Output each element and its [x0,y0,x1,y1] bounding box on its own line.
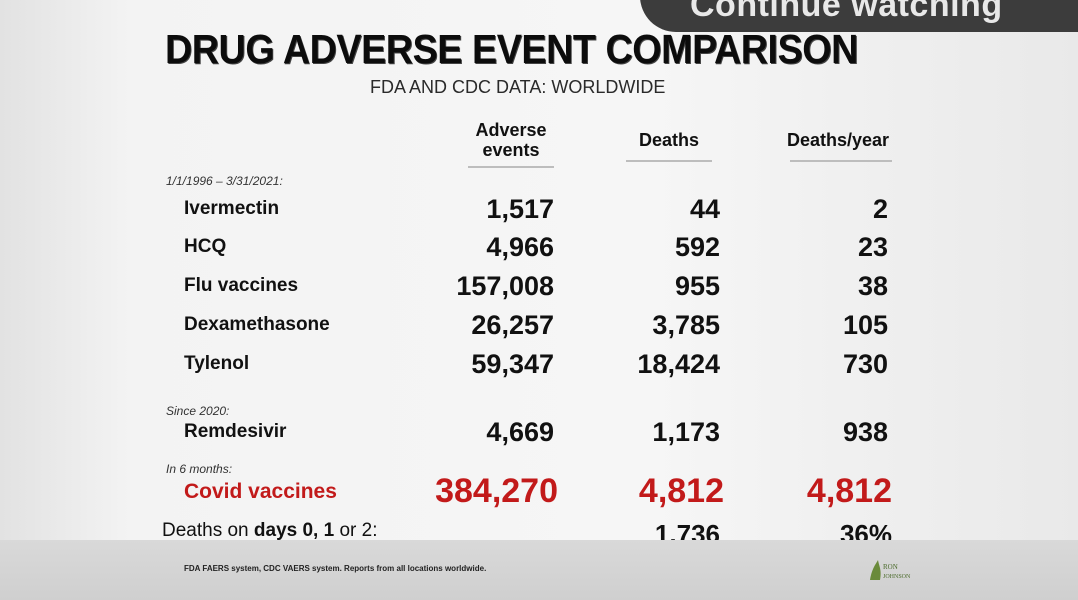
row-label-hcq: HCQ [184,236,227,257]
cell-deaths: 44 [689,194,720,224]
row-label-ivermectin: Ivermectin [184,198,280,219]
cell-deaths-per-year: 4,812 [806,472,892,510]
column-header-line: Adverse [475,120,547,140]
cell-adverse-events: 59,347 [471,349,554,379]
row-label-remdesivir: Remdesivir [184,421,287,442]
column-rule [468,166,554,168]
cell-deaths: 592 [674,232,720,262]
period-label: In 6 months: [166,462,233,476]
footer-label-post: or 2: [334,520,378,541]
cell-deaths-per-year: 23 [857,232,888,262]
column-rule [790,160,892,162]
cell-deaths: 955 [674,271,720,301]
cell-adverse-events: 1,517 [486,194,554,224]
column-header-adverse-events: Adverse events [468,120,554,168]
footer-row-label: Deaths on days 0, 1 or 2: [162,520,378,542]
cell-deaths-per-year: 730 [842,349,888,379]
row-label-dexamethasone: Dexamethasone [184,314,330,335]
column-header-deaths-per-year: Deaths/year [776,130,900,162]
footer-label-pre: Deaths on [162,520,254,541]
cell-adverse-events: 4,966 [486,232,554,262]
video-bottom-band [0,540,1078,600]
ron-johnson-logo: RON JOHNSON [870,560,911,580]
chart-title: DRUG ADVERSE EVENT COMPARISON [165,26,858,72]
row-label-covid-vaccines: Covid vaccines [184,480,337,503]
continue-watching-overlay[interactable] [640,0,1078,32]
cell-deaths-per-year: 105 [842,310,888,340]
cell-adverse-events: 4,669 [486,417,554,447]
logo-line: RON [883,563,898,571]
cell-adverse-events: 26,257 [471,310,554,340]
column-header-line: events [482,140,540,160]
cell-deaths-per-year: 938 [842,417,888,447]
cell-deaths: 4,812 [638,472,724,510]
cell-deaths: 1,173 [652,417,720,447]
logo-line: JOHNSON [883,574,911,580]
period-label: 1/1/1996 – 3/31/2021: [166,174,283,188]
cell-deaths: 3,785 [652,310,720,340]
column-header-deaths: Deaths [626,130,712,162]
logo-leaf-shape [870,560,881,580]
cell-deaths-per-year: 2 [872,194,888,224]
cell-adverse-events: 157,008 [456,271,554,301]
cell-deaths-per-year: 38 [857,271,888,301]
row-label-flu-vaccines: Flu vaccines [184,275,299,296]
footer-label-bold: days 0, 1 [253,520,335,541]
continue-watching-label[interactable]: Continue watching [690,0,1003,24]
cell-deaths: 18,424 [637,349,720,379]
column-header-line: Deaths [638,130,700,150]
chart-subtitle: FDA AND CDC DATA: WORLDWIDE [370,77,666,97]
column-rule [626,160,712,162]
period-label: Since 2020: [166,404,230,418]
source-note: FDA FAERS system, CDC VAERS system. Repo… [184,564,487,573]
cell-adverse-events: 384,270 [435,472,558,510]
column-header-line: Deaths/year [786,130,890,150]
row-label-tylenol: Tylenol [184,353,250,374]
